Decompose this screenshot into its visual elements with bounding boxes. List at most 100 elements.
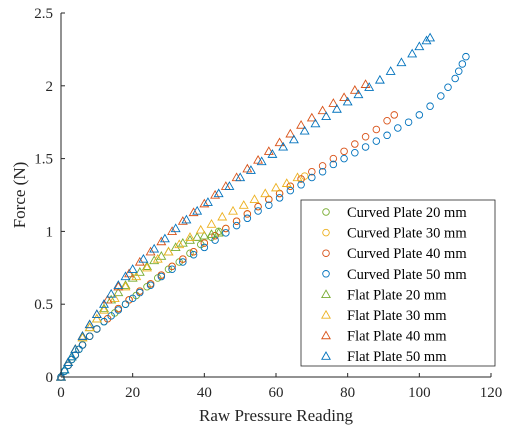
data-point (120, 271, 131, 281)
data-point (99, 299, 109, 308)
data-point (256, 156, 267, 166)
data-point (342, 96, 353, 106)
data-point (167, 226, 178, 236)
data-point (232, 217, 241, 225)
series-8 (56, 32, 436, 381)
data-point (318, 162, 327, 170)
data-point (109, 293, 120, 302)
data-point (91, 309, 102, 318)
legend-label: Flat Plate 30 mm (347, 308, 447, 324)
legend-marker (322, 228, 330, 237)
data-point (444, 83, 452, 92)
data-point (163, 246, 174, 256)
data-point (425, 32, 436, 42)
data-point (254, 207, 262, 215)
legend-label: Curved Plate 30 mm (347, 226, 467, 242)
series-1 (57, 227, 223, 381)
data-point (134, 256, 145, 266)
data-point (271, 182, 281, 192)
data-point (390, 111, 399, 119)
data-point (383, 116, 391, 125)
data-point (308, 173, 316, 182)
data-point (127, 272, 138, 282)
y-axis-ticks: 0 0.5 1 1.5 2 2.5 (34, 6, 65, 386)
data-point (297, 181, 305, 189)
data-point (222, 229, 230, 237)
data-point (318, 167, 327, 176)
data-point (102, 294, 113, 304)
series-5 (56, 227, 224, 381)
data-point (285, 128, 296, 138)
data-point (195, 224, 206, 234)
data-point (157, 272, 166, 281)
data-point (156, 251, 167, 260)
data-point (56, 371, 66, 381)
data-point (274, 137, 285, 147)
data-point (265, 201, 273, 209)
data-point (84, 319, 95, 329)
x-tick-label: 20 (125, 385, 140, 401)
data-point (199, 198, 210, 208)
data-point (297, 175, 305, 183)
data-point (228, 205, 238, 215)
data-point (113, 281, 124, 291)
data-point (163, 246, 174, 256)
data-point (263, 146, 274, 155)
data-point (353, 89, 364, 99)
data-point (242, 163, 253, 173)
data-point (329, 160, 338, 169)
y-tick-label: 2 (46, 79, 54, 95)
legend-marker (322, 270, 330, 278)
data-point (131, 271, 142, 281)
data-point (414, 41, 425, 51)
data-point (134, 267, 145, 276)
y-tick-label: 0.5 (34, 297, 53, 313)
series-4 (57, 52, 470, 381)
data-point (360, 79, 371, 88)
data-point (210, 189, 221, 199)
data-point (174, 239, 185, 249)
data-point (84, 322, 95, 332)
data-point (339, 92, 350, 102)
y-tick-label: 1 (46, 224, 54, 240)
data-point (168, 262, 176, 271)
data-point (361, 143, 370, 151)
data-point (152, 253, 163, 263)
data-point (93, 325, 101, 333)
series-6 (56, 172, 303, 381)
data-point (296, 120, 307, 129)
data-point (59, 364, 70, 374)
legend-label: Flat Plate 40 mm (347, 329, 447, 345)
data-point (189, 248, 198, 256)
legend-marker (321, 309, 331, 319)
data-point (149, 243, 160, 253)
legend-label: Flat Plate 50 mm (347, 349, 447, 365)
data-point (253, 154, 264, 164)
data-point (288, 134, 299, 144)
legend-marker (321, 289, 331, 298)
data-point (437, 92, 445, 100)
data-point (78, 341, 87, 349)
legend: Curved Plate 20 mm Curved Plate 30 mm Curv… (300, 199, 496, 367)
data-point (249, 194, 260, 203)
data-point (113, 287, 124, 297)
data-point (232, 221, 241, 230)
data-point (222, 224, 230, 233)
data-point (321, 111, 332, 120)
data-point (426, 102, 434, 110)
data-point (331, 103, 342, 113)
data-point (63, 357, 74, 367)
data-point (224, 181, 235, 190)
y-tick-label: 1.5 (34, 152, 53, 168)
x-axis-ticks: 0 20 40 60 80 100 120 (57, 373, 502, 401)
data-point (192, 205, 203, 215)
data-point (404, 118, 413, 126)
data-point (455, 67, 463, 75)
data-point (275, 194, 284, 202)
data-point (351, 149, 359, 157)
data-point (185, 235, 195, 244)
data-point (317, 105, 328, 115)
data-point (189, 250, 198, 259)
data-point (114, 304, 123, 313)
